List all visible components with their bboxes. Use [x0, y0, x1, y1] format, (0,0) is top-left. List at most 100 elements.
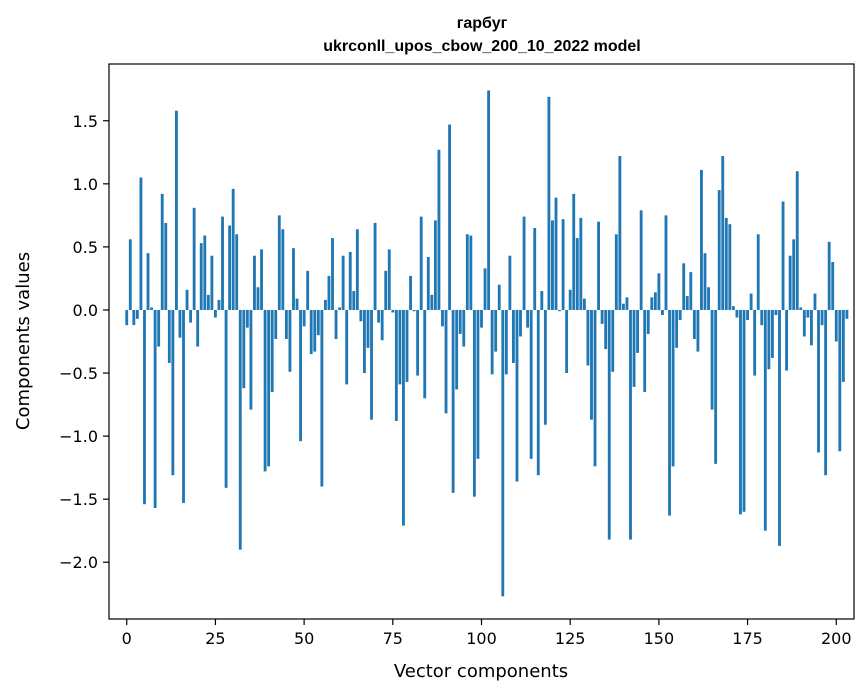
bar — [512, 309, 515, 363]
bar — [781, 201, 785, 310]
bar — [235, 234, 239, 310]
bar — [267, 309, 271, 467]
bar — [196, 309, 200, 347]
bar — [838, 309, 842, 452]
bar — [735, 309, 739, 318]
bar — [217, 299, 221, 310]
y-tick-label: 1.0 — [73, 175, 98, 194]
bar — [448, 124, 451, 310]
bar — [714, 309, 718, 464]
bar — [763, 309, 767, 531]
bar — [721, 156, 725, 310]
bar — [728, 224, 732, 310]
bar — [565, 309, 569, 374]
bar — [621, 303, 625, 310]
bar — [320, 309, 324, 487]
bar — [547, 96, 551, 310]
bar — [827, 241, 831, 310]
bar — [664, 215, 668, 310]
bar — [185, 289, 189, 310]
bar — [785, 309, 789, 371]
x-tick-label: 75 — [383, 629, 403, 648]
bar — [302, 309, 306, 327]
bar — [671, 309, 675, 467]
bar — [767, 309, 771, 370]
bar — [384, 270, 388, 310]
bar — [451, 309, 455, 493]
y-tick-label: 0.5 — [73, 238, 98, 257]
bar — [164, 222, 168, 310]
bar — [770, 309, 774, 358]
bar — [845, 309, 849, 319]
bar — [717, 190, 721, 310]
bar — [221, 216, 224, 310]
bar — [331, 238, 334, 310]
bar — [600, 309, 604, 324]
bar — [313, 309, 317, 352]
plot-area-frame — [108, 63, 855, 620]
bar — [171, 309, 175, 476]
bar — [366, 309, 370, 348]
bar — [682, 263, 686, 310]
bar — [774, 309, 778, 316]
bar — [554, 197, 558, 310]
y-tick-label: 0.0 — [73, 301, 98, 320]
bar — [643, 309, 647, 392]
bar — [625, 297, 629, 310]
bar — [668, 309, 671, 516]
bar — [753, 309, 757, 376]
bar — [192, 207, 196, 310]
bar — [813, 293, 817, 310]
bar — [370, 309, 373, 420]
bar — [242, 309, 246, 389]
bar — [132, 309, 136, 326]
bar — [696, 309, 700, 352]
bar — [465, 234, 469, 310]
bar — [281, 229, 285, 310]
bar — [841, 309, 845, 382]
bar — [487, 90, 491, 310]
bar — [476, 309, 480, 459]
bar — [348, 251, 352, 310]
bar — [284, 309, 288, 339]
bar — [646, 309, 650, 334]
bar — [245, 309, 249, 328]
bar — [756, 234, 760, 310]
bar — [650, 297, 654, 310]
bar — [323, 299, 327, 310]
bar — [292, 248, 295, 310]
bar — [834, 309, 838, 342]
bar — [618, 156, 622, 310]
bar — [444, 309, 448, 414]
bar — [402, 309, 405, 526]
bar — [742, 309, 746, 512]
bar — [653, 292, 657, 310]
bar — [125, 309, 129, 326]
bar — [412, 309, 416, 312]
bar — [710, 309, 714, 410]
bar — [519, 309, 522, 337]
y-tick-label: −1.5 — [59, 490, 98, 509]
bar — [522, 216, 526, 310]
bar — [604, 309, 608, 350]
bar — [157, 309, 161, 347]
bar — [611, 309, 615, 372]
bar — [437, 149, 441, 310]
bar — [295, 298, 299, 310]
bar — [692, 309, 696, 339]
bar — [469, 235, 473, 310]
bar — [277, 215, 281, 310]
bar — [167, 309, 171, 363]
x-tick-label: 175 — [732, 629, 763, 648]
bar — [799, 307, 803, 310]
bar — [394, 309, 398, 421]
bar — [338, 307, 342, 310]
bar — [214, 309, 217, 318]
x-tick-label: 200 — [821, 629, 852, 648]
bar — [387, 249, 391, 310]
bar — [678, 309, 682, 321]
bar — [593, 309, 597, 467]
x-axis-label: Vector components — [394, 661, 568, 682]
bar — [703, 253, 707, 310]
bar — [661, 309, 664, 316]
